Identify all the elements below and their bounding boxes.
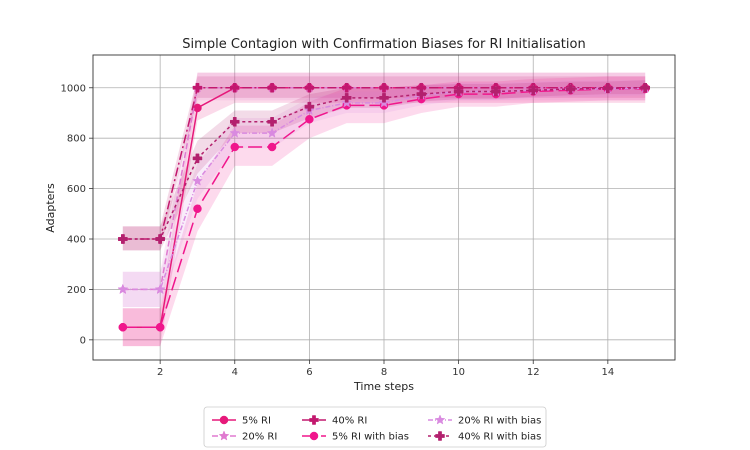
data-point <box>192 153 203 164</box>
data-point <box>155 322 165 332</box>
y-tick-label: 400 <box>67 235 86 246</box>
confidence-band <box>122 72 646 347</box>
data-point <box>267 142 277 152</box>
data-point <box>341 83 352 93</box>
legend-box <box>203 406 547 448</box>
x-tick-label: 14 <box>601 367 614 378</box>
data-point <box>266 127 278 138</box>
chart-title: Simple Contagion with Confirmation Biase… <box>182 37 585 52</box>
x-tick-label: 10 <box>452 367 465 378</box>
legend-swatch-marker <box>435 431 445 441</box>
legend-label: 40% RI <box>332 416 367 427</box>
data-point <box>341 93 352 103</box>
legend-swatch-marker <box>309 431 319 441</box>
series-group <box>117 72 651 347</box>
confidence-band <box>122 80 646 308</box>
data-point <box>267 83 277 93</box>
data-point <box>192 83 203 93</box>
data-point <box>379 83 389 93</box>
legend-item: 5% RI with bias <box>302 432 409 443</box>
y-axis-label: Adapters <box>44 183 57 233</box>
y-tick-label: 200 <box>67 285 86 296</box>
data-point <box>192 175 203 186</box>
data-point <box>117 283 129 295</box>
legend-item: 40% RI with bias <box>428 431 541 443</box>
legend-label: 20% RI <box>242 432 277 443</box>
plot-area: 2 4 6 8 10 12 14 0 200 400 600 800 1000 <box>61 54 676 378</box>
data-point <box>230 83 240 93</box>
x-tick-label: 4 <box>232 367 238 378</box>
data-point <box>304 101 315 112</box>
legend-item: 20% RI <box>212 430 277 443</box>
legend-label: 5% RI with bias <box>332 432 409 443</box>
data-point <box>528 85 538 96</box>
confidence-band <box>122 76 646 251</box>
data-point <box>230 142 240 152</box>
x-tick-label: 8 <box>381 367 387 378</box>
data-point <box>416 89 427 99</box>
confidence-band <box>122 72 646 308</box>
legend-swatch-marker <box>219 415 229 425</box>
legend-item: 40% RI <box>302 415 367 427</box>
data-point <box>154 283 166 295</box>
x-axis-label: Time steps <box>353 380 414 393</box>
legend-label: 5% RI <box>242 416 271 427</box>
data-point <box>640 83 650 93</box>
data-point <box>379 93 389 103</box>
legend-label: 40% RI with bias <box>458 432 541 443</box>
data-point <box>305 115 314 124</box>
data-point <box>267 117 277 127</box>
data-point <box>118 234 128 244</box>
x-tick-label: 2 <box>157 367 163 378</box>
legend: 5% RI 20% RI 40% RI 5% RI with bias 20% RI w… <box>203 406 547 448</box>
data-point <box>193 204 202 214</box>
data-point <box>230 117 240 127</box>
data-point <box>565 84 576 94</box>
data-point <box>155 234 165 244</box>
data-point <box>193 103 202 113</box>
confidence-band <box>122 80 646 251</box>
confidence-band <box>122 76 646 347</box>
legend-item: 5% RI <box>212 416 271 427</box>
data-point <box>118 322 128 332</box>
legend-swatch-marker <box>434 414 446 425</box>
legend-label: 20% RI with bias <box>458 416 541 427</box>
legend-swatch-marker <box>309 415 319 425</box>
legend-item: 20% RI with bias <box>428 414 541 427</box>
y-tick-label: 0 <box>80 335 86 346</box>
data-point <box>304 83 315 93</box>
y-tick-label: 1000 <box>61 83 86 94</box>
y-tick-label: 800 <box>67 134 86 145</box>
data-point <box>603 83 613 94</box>
x-tick-label: 12 <box>527 367 540 378</box>
y-tick-label: 600 <box>67 184 86 195</box>
data-point <box>229 127 241 138</box>
x-tick-label: 6 <box>306 367 312 378</box>
data-point <box>453 86 464 97</box>
legend-swatch-marker <box>218 430 230 441</box>
data-point <box>491 86 501 97</box>
